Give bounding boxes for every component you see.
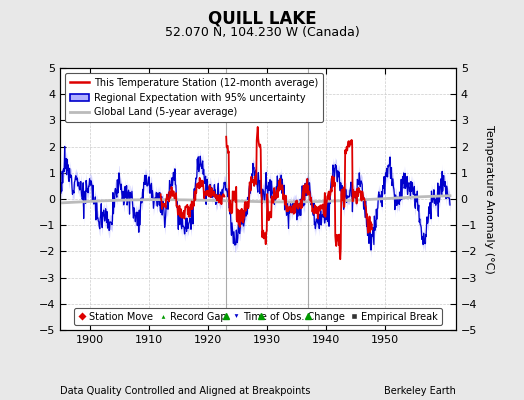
Legend: Station Move, Record Gap, Time of Obs. Change, Empirical Break: Station Move, Record Gap, Time of Obs. C… xyxy=(74,308,442,326)
Text: Data Quality Controlled and Aligned at Breakpoints: Data Quality Controlled and Aligned at B… xyxy=(60,386,311,396)
Y-axis label: Temperature Anomaly (°C): Temperature Anomaly (°C) xyxy=(484,125,494,273)
Text: Berkeley Earth: Berkeley Earth xyxy=(384,386,456,396)
Text: 52.070 N, 104.230 W (Canada): 52.070 N, 104.230 W (Canada) xyxy=(165,26,359,39)
Text: QUILL LAKE: QUILL LAKE xyxy=(208,10,316,28)
